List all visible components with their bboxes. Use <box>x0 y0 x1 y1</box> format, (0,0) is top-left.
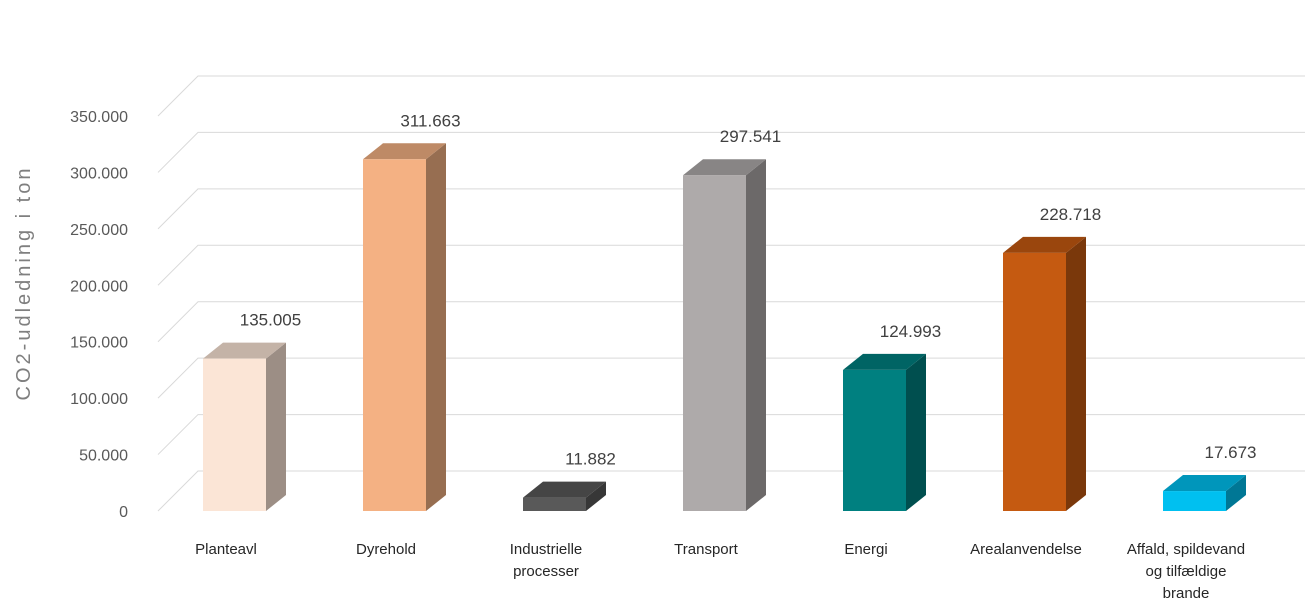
bar <box>363 143 446 511</box>
gridline <box>157 131 1305 173</box>
bar-top <box>843 353 926 370</box>
bar-side <box>266 342 286 511</box>
bar-top <box>363 143 446 160</box>
data-label: 228.718 <box>1040 205 1101 224</box>
data-label: 297.541 <box>720 127 781 146</box>
bar <box>1163 475 1246 511</box>
bar-side <box>426 143 446 511</box>
y-axis-title: CO2-udledning i ton <box>13 166 35 401</box>
y-tick-label: 250.000 <box>70 222 128 239</box>
bar-top <box>523 481 606 498</box>
bar-side <box>586 481 606 511</box>
x-tick-label: Energi <box>844 541 887 558</box>
x-tick-label: Arealanvendelse <box>970 541 1082 558</box>
gridline <box>157 188 1305 230</box>
y-axis-ticks: 0 50.000 100.000 150.000 200.000 250.000 300.0… <box>70 109 128 521</box>
bar-side <box>1066 236 1086 511</box>
bar-front <box>843 369 906 511</box>
bar-top <box>1163 475 1246 492</box>
bar-front <box>203 358 266 511</box>
bar <box>683 159 766 511</box>
bar-side <box>1226 475 1246 511</box>
gridline <box>157 244 1305 286</box>
gridline <box>157 470 1305 512</box>
bars <box>203 143 1246 511</box>
gridline <box>157 301 1305 343</box>
bar <box>1003 236 1086 511</box>
y-tick-label: 50.000 <box>79 448 128 465</box>
y-tick-label: 350.000 <box>70 109 128 126</box>
x-tick-label: Transport <box>674 541 738 558</box>
y-tick-label: 300.000 <box>70 165 128 182</box>
x-tick-label: brande <box>1163 585 1210 602</box>
bar-front <box>1003 252 1066 511</box>
gridline <box>157 414 1305 455</box>
y-tick-label: 100.000 <box>70 391 128 408</box>
bar <box>523 481 606 511</box>
bar-side <box>746 159 766 511</box>
bar-top <box>683 159 766 176</box>
data-label: 124.993 <box>880 322 941 341</box>
data-labels: 135.005 311.663 11.882 297.541 124.993 228.71… <box>240 111 1257 468</box>
bar-front <box>1163 491 1226 511</box>
x-tick-label: Dyrehold <box>356 541 416 558</box>
y-tick-label: 150.000 <box>70 335 128 352</box>
data-label: 17.673 <box>1205 443 1257 462</box>
x-tick-label: processer <box>513 563 579 580</box>
data-label: 135.005 <box>240 311 301 330</box>
bar-front <box>683 175 746 511</box>
gridline <box>157 357 1305 399</box>
bar-front <box>523 497 586 511</box>
x-tick-label: og tilfældige <box>1146 563 1227 580</box>
bar-top <box>1003 236 1086 253</box>
gridline <box>157 75 1305 117</box>
data-label: 311.663 <box>400 111 460 130</box>
x-tick-label: Planteavl <box>195 541 257 558</box>
y-tick-label: 0 <box>119 504 128 521</box>
y-tick-label: 200.000 <box>70 278 128 295</box>
x-tick-label: Industrielle <box>510 541 583 558</box>
bar-top <box>203 342 286 359</box>
x-tick-label: Affald, spildevand <box>1127 541 1245 558</box>
bar-front <box>363 159 426 511</box>
data-label: 11.882 <box>565 450 616 469</box>
bar <box>843 353 926 511</box>
gridlines <box>157 75 1305 512</box>
bar-side <box>906 353 926 511</box>
x-axis-categories: Planteavl Dyrehold Industrielle processer Tr… <box>195 541 1245 602</box>
bar <box>203 342 286 511</box>
